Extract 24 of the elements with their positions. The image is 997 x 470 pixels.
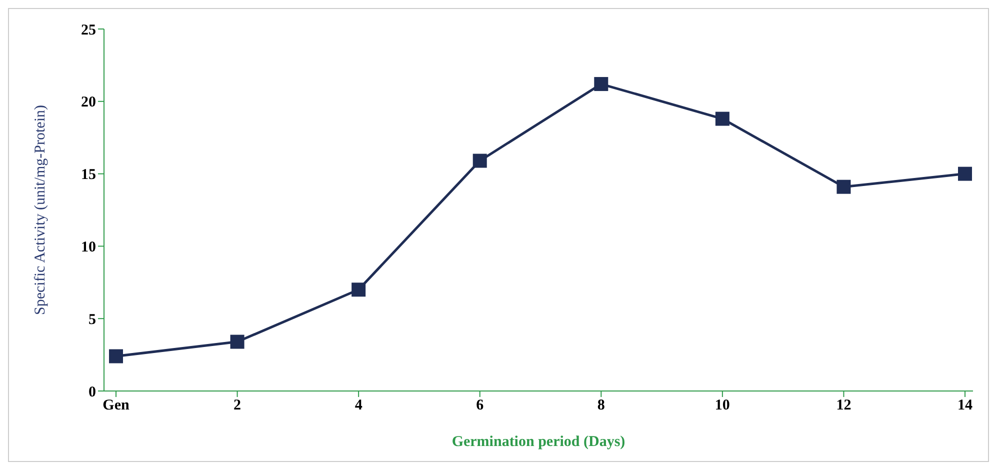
y-tick-label: 5 [88, 312, 96, 328]
point [472, 154, 487, 168]
y-tick-label: 20 [81, 94, 96, 111]
y-tick-label: 15 [81, 167, 96, 184]
x-tick-label: 4 [354, 398, 363, 414]
x-tick-label: 10 [714, 398, 730, 414]
x-tick-label: Gen [102, 398, 130, 414]
point [594, 77, 608, 92]
x-axis-title: Germination period (Days) [452, 434, 626, 450]
y-tick-label: 10 [81, 240, 96, 256]
point [109, 349, 123, 364]
y-axis-title: Specific Activity (unit/mg-Protein) [32, 105, 48, 315]
point [836, 180, 851, 194]
point [958, 166, 972, 181]
x-tick-label: 14 [958, 398, 973, 414]
x-tick-label: 6 [476, 398, 484, 414]
point [352, 282, 366, 297]
point [715, 112, 730, 126]
point [230, 334, 244, 349]
y-tick-label: 0 [88, 384, 96, 400]
x-tick-label: 8 [597, 398, 605, 414]
y-tick-label: 25 [81, 22, 96, 38]
x-tick-label: 12 [836, 398, 852, 414]
x-tick-label: 2 [234, 398, 242, 414]
